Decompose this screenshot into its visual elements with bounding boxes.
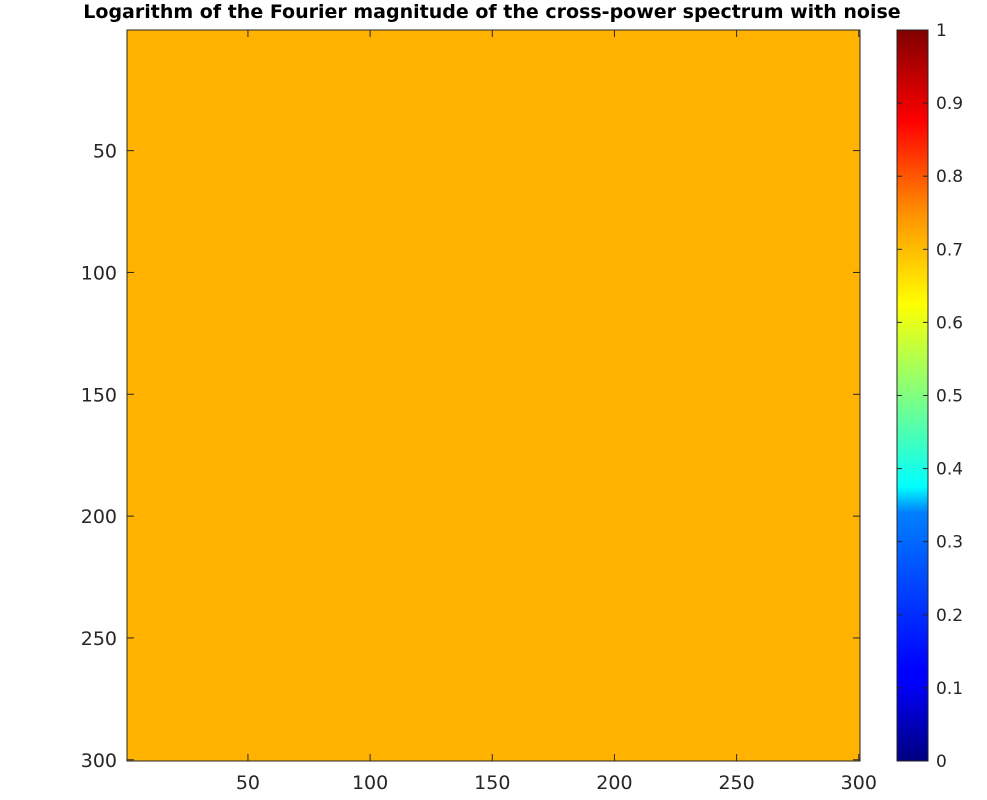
plot-axes-frame	[126, 29, 861, 762]
y-axis-ticks: 50 100 150 200 250 300	[81, 141, 860, 772]
y-tick-label: 50	[93, 141, 117, 163]
colorbar-tick-label: 0.3	[936, 533, 963, 553]
colorbar-tick-label: 0	[936, 752, 947, 772]
y-tick-label: 100	[81, 262, 117, 284]
colorbar-tick-label: 0.6	[936, 313, 963, 333]
heatmap-image	[127, 30, 860, 761]
x-axis-ticks: 50 100 150 200 250 300	[236, 30, 877, 794]
colorbar-tick-label: 1	[936, 21, 947, 41]
x-tick-label: 100	[352, 772, 388, 794]
x-tick-label: 300	[841, 772, 877, 794]
colorbar-tick-label: 0.1	[936, 679, 963, 699]
colorbar-tick-label: 0.7	[936, 240, 963, 260]
colorbar-tick-label: 0.2	[936, 606, 963, 626]
x-tick-label: 200	[596, 772, 632, 794]
colorbar-gradient	[897, 30, 928, 761]
y-tick-label: 300	[81, 750, 117, 772]
colorbar-ticks: 0 0.1 0.2 0.3 0.4 0.5 0.6 0.7 0.8 0.9 1	[897, 21, 963, 772]
x-tick-label: 250	[718, 772, 754, 794]
colorbar-tick-label: 0.5	[936, 387, 963, 407]
y-tick-label: 200	[81, 506, 117, 528]
colorbar-tick-label: 0.9	[936, 94, 963, 114]
x-tick-label: 150	[474, 772, 510, 794]
x-tick-label: 50	[236, 772, 260, 794]
colorbar-tick-label: 0.4	[936, 460, 963, 480]
y-tick-label: 250	[81, 628, 117, 650]
colorbar-tick-label: 0.8	[936, 167, 963, 187]
y-tick-label: 150	[81, 384, 117, 406]
chart-title: Logarithm of the Fourier magnitude of th…	[83, 1, 900, 23]
